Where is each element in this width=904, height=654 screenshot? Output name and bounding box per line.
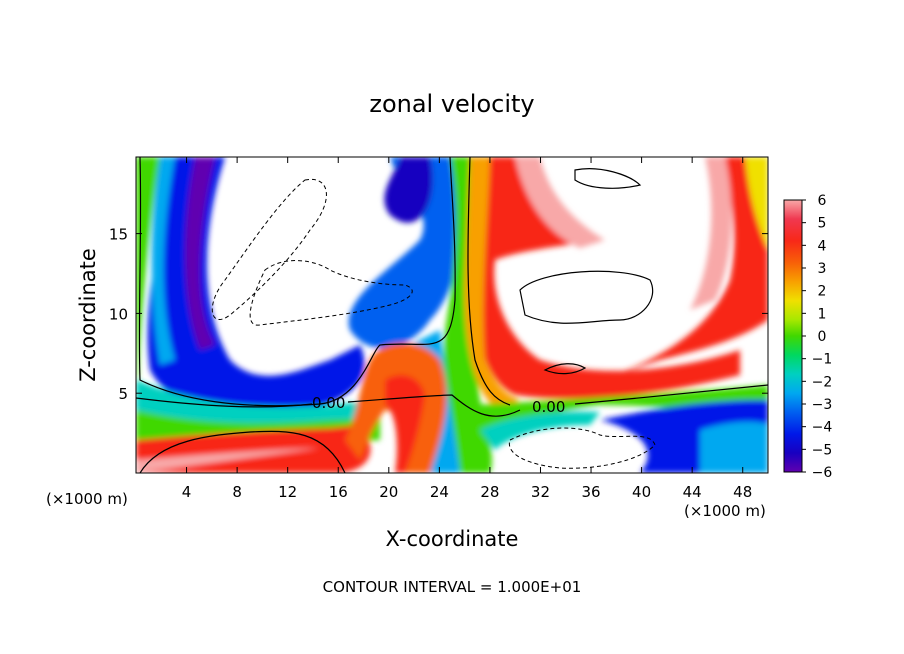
colorbar-tick-label: −3 <box>812 397 833 413</box>
colorbar-tick-label: −6 <box>812 465 833 481</box>
colorbar-tick-label: 6 <box>818 193 827 209</box>
contour-interval-note: CONTOUR INTERVAL = 1.000E+01 <box>323 578 582 596</box>
colorbar-tick-label: −4 <box>812 420 833 436</box>
x-tick-label: 16 <box>329 483 348 501</box>
colorbar-tick-label: 2 <box>818 284 827 300</box>
chart-title: zonal velocity <box>369 90 534 118</box>
colorbar-tick-label: 5 <box>818 216 827 232</box>
colorbar-tick-label: −5 <box>812 442 833 458</box>
x-tick-label: 28 <box>480 483 499 501</box>
colorbar-tick-label: 0 <box>818 329 827 345</box>
x-tick-label: 24 <box>430 483 449 501</box>
colorbar-tick-label: 4 <box>818 238 827 254</box>
colorbar-tick-label: −1 <box>812 352 833 368</box>
x-tick-label: 32 <box>531 483 550 501</box>
colorbar-tick-label: 1 <box>818 306 827 322</box>
x-axis-label: X-coordinate <box>386 527 519 551</box>
x-tick-label: 40 <box>632 483 651 501</box>
contour-label: 0.00 <box>532 398 565 416</box>
x-axis: 4 8 12 16 20 24 28 32 36 40 44 48 <box>182 157 752 501</box>
y-tick-label: 5 <box>118 385 128 403</box>
x-tick-label: 20 <box>379 483 398 501</box>
y-tick-label: 15 <box>109 226 128 244</box>
x-unit-left: (×1000 m) <box>46 490 128 508</box>
x-tick-label: 4 <box>182 483 192 501</box>
colorbar-tick-label: 3 <box>818 261 827 277</box>
colorbar <box>783 199 803 473</box>
colorbar-tick-label: −2 <box>812 374 833 390</box>
colorbar-ticks: 6 5 4 3 2 1 0 −1 −2 −3 −4 −5 −6 <box>802 193 832 481</box>
y-tick-label: 10 <box>109 305 128 323</box>
y-axis-label: Z-coordinate <box>76 248 100 382</box>
x-tick-label: 44 <box>683 483 702 501</box>
heatmap-field: 0.00 0.00 <box>136 157 768 473</box>
x-tick-label: 36 <box>581 483 600 501</box>
contour-label: 0.00 <box>312 394 345 412</box>
y-axis: 5 10 15 <box>109 226 768 403</box>
plot-frame <box>135 156 769 474</box>
x-tick-label: 8 <box>232 483 242 501</box>
x-unit-right: (×1000 m) <box>684 502 766 520</box>
x-tick-label: 12 <box>278 483 297 501</box>
x-tick-label: 48 <box>733 483 752 501</box>
